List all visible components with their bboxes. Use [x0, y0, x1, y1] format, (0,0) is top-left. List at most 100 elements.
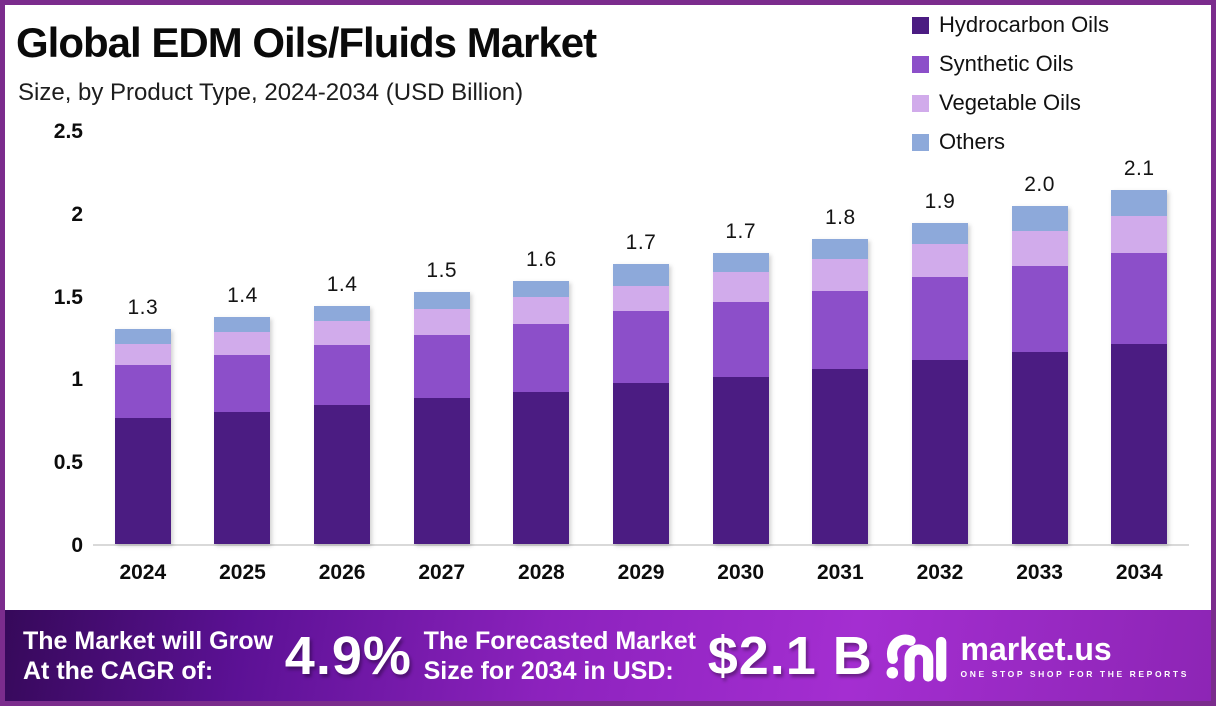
page-title: Global EDM Oils/Fluids Market: [16, 19, 597, 66]
bar-segment-vegetable-oils: [812, 259, 869, 291]
bar-stack-2024: [114, 328, 171, 544]
legend-swatch-hydrocarbon-oils-icon: [912, 16, 929, 34]
bar-segment-vegetable-oils: [712, 272, 769, 303]
bar-column-2029: 1.7: [591, 132, 691, 544]
bar-segment-synthetic-oils: [613, 310, 670, 384]
bar-total-label: 2.0: [1024, 173, 1055, 197]
market-us-logo: market.us ONE STOP SHOP FOR THE REPORTS: [885, 629, 1189, 683]
bar-segment-others: [812, 239, 869, 260]
bar-stack-2026: [314, 305, 371, 544]
legend-item-others: Others: [912, 129, 1109, 155]
y-axis-tick: 0.5: [53, 451, 83, 475]
bar-segment-synthetic-oils: [513, 323, 570, 392]
bar-segment-others: [114, 328, 171, 344]
bar-segment-synthetic-oils: [413, 335, 470, 399]
x-axis-label-2031: 2031: [816, 561, 864, 584]
bar-stack-2032: [911, 222, 968, 544]
bar-segment-hydrocarbon-oils: [214, 411, 271, 544]
bar-column-2031: 1.8: [790, 132, 890, 544]
x-axis-label-2030: 2030: [717, 561, 765, 584]
bar-column-2025: 1.4: [193, 132, 293, 544]
cagr-value: 4.9%: [284, 625, 412, 686]
x-axis-label-2025: 2025: [219, 561, 266, 584]
bar-segment-hydrocarbon-oils: [513, 391, 570, 544]
bar-column-2034: 2.1: [1089, 132, 1189, 544]
bar-total-label: 1.7: [725, 219, 757, 243]
bar-total-label: 1.5: [426, 259, 458, 283]
y-axis-tick: 1: [71, 368, 83, 392]
bar-segment-synthetic-oils: [314, 345, 371, 405]
bar-stack-2030: [712, 252, 769, 544]
bar-column-2026: 1.4: [292, 132, 392, 544]
bar-stack-2033: [1011, 206, 1068, 544]
bar-total-label: 2.1: [1123, 156, 1155, 180]
bar-stack-2029: [613, 264, 670, 544]
bar-segment-vegetable-oils: [214, 332, 271, 356]
bar-total-label: 1.9: [924, 189, 956, 213]
x-axis-label-2029: 2029: [617, 561, 665, 584]
x-axis-label-2033: 2033: [1016, 561, 1063, 584]
bar-segment-hydrocarbon-oils: [1011, 351, 1068, 544]
plot-area: 1.3 1.4 1.4 1.5 1.6 1.7 1.7 1.8 1.9 2.0 2.1: [93, 132, 1189, 546]
brand-text-block: market.us ONE STOP SHOP FOR THE REPORTS: [961, 633, 1189, 679]
bar-segment-hydrocarbon-oils: [1111, 343, 1168, 544]
x-axis-label-2034: 2034: [1115, 561, 1163, 584]
bar-segment-others: [513, 280, 570, 298]
bar-segment-vegetable-oils: [911, 244, 968, 278]
bar-segment-synthetic-oils: [1011, 265, 1068, 352]
bar-segment-vegetable-oils: [314, 320, 371, 346]
x-axis-label-2027: 2027: [418, 561, 466, 584]
bar-segment-hydrocarbon-oils: [613, 383, 670, 544]
x-axis-label-2024: 2024: [119, 561, 167, 584]
y-axis-tick: 2: [71, 202, 83, 226]
bar-column-2033: 2.0: [990, 132, 1090, 544]
legend-item-hydrocarbon-oils: Hydrocarbon Oils: [912, 12, 1109, 38]
legend-label: Hydrocarbon Oils: [939, 12, 1109, 37]
bar-segment-synthetic-oils: [812, 290, 869, 369]
x-axis-label-2032: 2032: [916, 561, 964, 584]
cagr-label: The Market will Grow At the CAGR of:: [23, 626, 274, 685]
bar-segment-vegetable-oils: [1111, 216, 1168, 253]
legend-label: Others: [939, 129, 1006, 154]
bar-segment-others: [911, 222, 968, 245]
brand-name: market.us: [960, 630, 1112, 667]
x-axis-label-2028: 2028: [518, 561, 565, 584]
legend-swatch-others-icon: [912, 133, 929, 151]
forecast-label: The Forecasted Market Size for 2034 in U…: [423, 626, 696, 685]
bar-segment-synthetic-oils: [114, 365, 171, 419]
bar-stack-2025: [214, 317, 271, 544]
bar-segment-others: [712, 252, 769, 273]
bar-total-label: 1.3: [127, 295, 159, 319]
bar-segment-others: [1111, 189, 1168, 217]
y-axis: 0 0.5 1 1.5 2 2.5: [27, 120, 83, 557]
bar-total-label: 1.4: [326, 272, 358, 296]
legend-item-synthetic-oils: Synthetic Oils: [912, 51, 1109, 77]
bar-segment-hydrocarbon-oils: [911, 360, 968, 544]
bar-total-label: 1.7: [625, 231, 657, 255]
bar-segment-hydrocarbon-oils: [812, 368, 869, 544]
bar-total-label: 1.8: [824, 206, 856, 230]
bar-segment-vegetable-oils: [613, 285, 670, 311]
legend-item-vegetable-oils: Vegetable Oils: [912, 90, 1109, 116]
market-us-logo-icon: [886, 634, 946, 682]
bar-segment-hydrocarbon-oils: [413, 398, 470, 544]
bar-column-2028: 1.6: [492, 132, 592, 544]
footer-banner: The Market will Grow At the CAGR of: 4.9…: [5, 610, 1211, 701]
bar-stack-2031: [812, 239, 869, 544]
legend-label: Synthetic Oils: [939, 51, 1074, 76]
bar-segment-others: [613, 264, 670, 286]
x-axis-label-2026: 2026: [318, 561, 366, 584]
bar-segment-others: [214, 317, 271, 333]
y-axis-tick: 2.5: [53, 120, 83, 143]
bar-stack-2028: [513, 280, 570, 544]
legend-label: Vegetable Oils: [939, 90, 1081, 115]
forecast-value: $2.1 B: [707, 625, 873, 686]
y-axis-tick: 0: [71, 534, 83, 557]
bar-segment-vegetable-oils: [513, 297, 570, 324]
x-axis: 2024 2025 2026 2027 2028 2029 2030 2031 2032 2033…: [93, 561, 1189, 585]
chart-legend: Hydrocarbon Oils Synthetic Oils Vegetable …: [912, 12, 1109, 155]
bar-segment-synthetic-oils: [911, 277, 968, 361]
bar-segment-synthetic-oils: [1111, 252, 1168, 344]
bar-stack-2034: [1111, 189, 1168, 544]
